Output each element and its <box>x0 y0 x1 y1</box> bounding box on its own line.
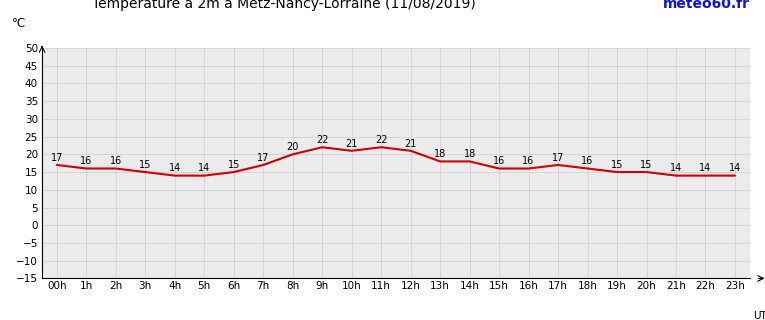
Text: 16: 16 <box>522 156 535 166</box>
Text: 15: 15 <box>227 160 240 170</box>
Text: 22: 22 <box>375 135 387 145</box>
Text: UTC: UTC <box>754 311 765 320</box>
Text: 22: 22 <box>316 135 328 145</box>
Text: Température à 2m à Metz-Nancy-Lorraine (11/08/2019): Température à 2m à Metz-Nancy-Lorraine (… <box>92 0 475 11</box>
Text: 20: 20 <box>287 142 299 152</box>
Text: 17: 17 <box>50 153 63 163</box>
Text: 15: 15 <box>610 160 623 170</box>
Text: 17: 17 <box>552 153 565 163</box>
Text: 15: 15 <box>640 160 653 170</box>
Text: 21: 21 <box>346 139 358 149</box>
Text: 18: 18 <box>434 149 446 159</box>
Text: 14: 14 <box>198 164 210 173</box>
Text: meteo60.fr: meteo60.fr <box>662 0 750 11</box>
Text: 15: 15 <box>139 160 151 170</box>
Text: 16: 16 <box>493 156 505 166</box>
Text: 17: 17 <box>257 153 269 163</box>
Text: °C: °C <box>12 17 27 29</box>
Text: 16: 16 <box>581 156 594 166</box>
Text: 16: 16 <box>109 156 122 166</box>
Text: 14: 14 <box>699 164 711 173</box>
Text: 16: 16 <box>80 156 93 166</box>
Text: 14: 14 <box>729 164 741 173</box>
Text: 18: 18 <box>464 149 476 159</box>
Text: 14: 14 <box>670 164 682 173</box>
Text: 14: 14 <box>168 164 181 173</box>
Text: 21: 21 <box>405 139 417 149</box>
